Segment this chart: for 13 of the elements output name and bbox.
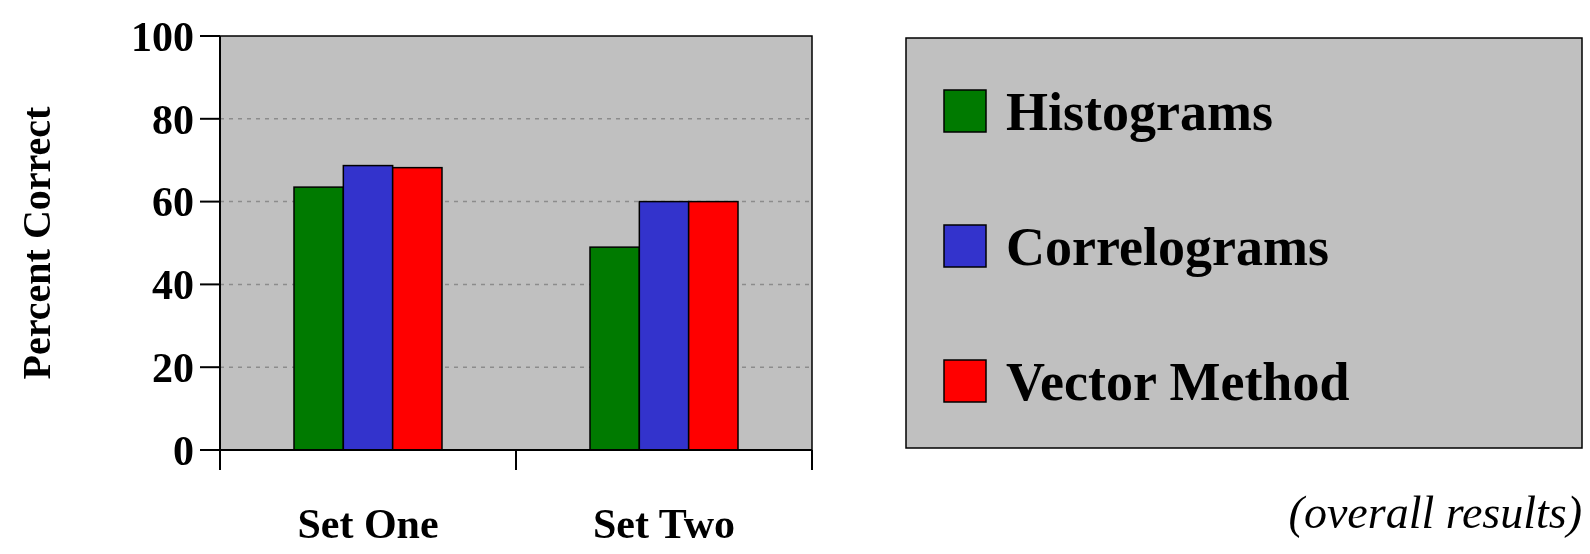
legend-label: Histograms	[1006, 81, 1273, 142]
text: (overall results)	[1288, 487, 1582, 538]
y-tick-label: 40	[152, 262, 194, 309]
x-tick-label: Set One	[297, 501, 439, 547]
y-tick-label: 0	[173, 427, 194, 474]
y-tick-label: 100	[131, 13, 194, 60]
y-tick-label: 20	[152, 344, 194, 391]
legend-label: Correlograms	[1006, 216, 1329, 277]
legend-label: Vector Method	[1006, 351, 1350, 412]
y-tick-label: 80	[152, 96, 194, 143]
y-tick-label: 60	[152, 179, 194, 226]
x-tick-label: Set Two	[593, 501, 735, 547]
y-axis-title: Percent Correct	[14, 105, 59, 380]
